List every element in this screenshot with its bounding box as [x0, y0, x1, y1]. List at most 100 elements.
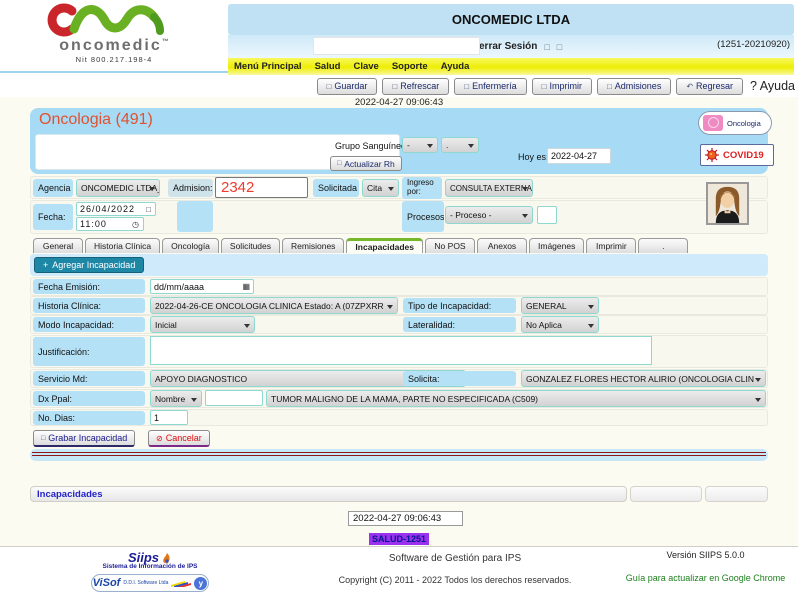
menu-item-clave[interactable]: Clave: [353, 61, 379, 72]
printer-icon: □: [541, 81, 547, 91]
add-strip: + Agregar Incapacidad: [30, 254, 768, 276]
oncomedic-logo-icon: [47, 3, 164, 37]
empty-cell: [630, 486, 702, 502]
fecha-label: Fecha:: [33, 204, 73, 230]
ingreso-select[interactable]: CONSULTA EXTERNA: [445, 179, 533, 197]
footer-divider: [0, 546, 798, 547]
siips-logo: Siips: [127, 550, 160, 565]
logo-block: oncomedic™ Nit 800.217.198-4: [0, 0, 228, 73]
oncologia-icon: [703, 115, 723, 131]
dx-mode-select[interactable]: Nombre: [150, 390, 202, 407]
justificacion-label: Justificación:: [33, 337, 145, 366]
proceso-code-input[interactable]: [537, 206, 557, 224]
admission-row: [30, 176, 768, 199]
patient-panel: Oncologia (491) Oncologia Grupo Sanguíne…: [30, 108, 774, 174]
dx-code-input[interactable]: [205, 390, 263, 406]
blood-group-select[interactable]: -: [402, 137, 438, 153]
footer-center: Software de Gestión para IPS Copyright (…: [295, 553, 615, 585]
calendar-icon[interactable]: ▦: [242, 282, 250, 291]
grabar-incapacidad-button[interactable]: □ Grabar Incapacidad: [33, 430, 136, 447]
agencia-label: Agencia: [33, 179, 73, 197]
justificacion-textarea[interactable]: [150, 336, 652, 365]
ayuda-link[interactable]: ? Ayuda: [750, 79, 795, 93]
tab-general[interactable]: General: [33, 238, 83, 253]
today-input[interactable]: 2022-04-27: [547, 148, 611, 164]
no-dias-label: No. Dias:: [33, 411, 145, 425]
tab-bar: General Historia Clínica Oncología Solic…: [33, 238, 761, 253]
tab-dot[interactable]: .: [638, 238, 689, 253]
lateralidad-select[interactable]: No Aplica: [521, 316, 599, 333]
tipo-incapacidad-select[interactable]: GENERAL: [521, 297, 599, 314]
tab-no-pos[interactable]: No POS: [425, 238, 476, 253]
virus-icon: [705, 148, 719, 162]
dx-ppal-label: Dx Ppal:: [33, 391, 145, 406]
calendar-icon[interactable]: □: [146, 204, 152, 214]
actualizar-rh-button[interactable]: □ Actualizar Rh: [330, 156, 402, 171]
session-icon-1[interactable]: □: [544, 41, 550, 52]
company-title: ONCOMEDIC LTDA: [228, 4, 794, 35]
empty-cell: [705, 486, 768, 502]
imprimir-button[interactable]: □ Imprimir: [531, 77, 592, 95]
blood-group-label: Grupo Sanguíneo: Rh: [335, 141, 423, 151]
menu-item-ayuda[interactable]: Ayuda: [440, 61, 470, 72]
main-menu: Menú Principal Salud Clave Soporte Ayuda: [228, 58, 794, 75]
fecha-emision-input[interactable]: dd/mm/aaaa ▦: [150, 279, 254, 294]
agregar-incapacidad-button[interactable]: + Agregar Incapacidad: [34, 257, 145, 273]
service-title: Oncologia (491): [39, 111, 153, 128]
tab-anexos[interactable]: Anexos: [477, 238, 528, 253]
tab-oncologia[interactable]: Oncología: [162, 238, 219, 253]
lateralidad-label: Lateralidad:: [403, 317, 516, 332]
solicita-select[interactable]: GONZALEZ FLORES HECTOR ALIRIO (ONCOLOGIA…: [521, 370, 766, 387]
regresar-button[interactable]: ↶ Regresar: [676, 77, 744, 95]
modo-incapacidad-select[interactable]: Inicial: [150, 316, 255, 333]
fecha-time-input[interactable]: 11:00 ◷: [76, 217, 144, 231]
tab-incapacidades[interactable]: Incapacidades: [346, 238, 424, 253]
session-bar: Cerrar Sesión □ □ (1251-20210920): [228, 35, 794, 58]
session-icon-2[interactable]: □: [556, 41, 563, 52]
tab-historia-clinica[interactable]: Historia Clínica: [85, 238, 161, 253]
status-timestamp-input[interactable]: 2022-04-27 09:06:43: [348, 511, 463, 526]
guardar-button[interactable]: □ Guardar: [316, 77, 378, 95]
admision-label: Admision:: [168, 179, 213, 197]
solicitada-select[interactable]: Cita: [362, 179, 399, 197]
build-number: (1251-20210920): [717, 39, 790, 50]
menu-item-salud[interactable]: Salud: [314, 61, 341, 72]
cancelar-button[interactable]: ⊘ Cancelar: [148, 430, 210, 447]
salud-badge: SALUD-1251: [368, 533, 430, 545]
clock-icon[interactable]: ◷: [132, 219, 140, 229]
procesos-label: Procesos: [402, 201, 444, 232]
visof-logo: ViSof D.D.I. Software Ltda y: [91, 574, 209, 592]
form-row: [30, 409, 768, 426]
oncologia-button[interactable]: Oncologia: [698, 111, 772, 135]
enfermeria-button[interactable]: □ Enfermería: [454, 77, 527, 95]
tipo-incapacidad-label: Tipo de Incapacidad:: [403, 298, 516, 313]
procesos-select[interactable]: - Proceso -: [445, 206, 533, 224]
tab-imprimir[interactable]: Imprimir: [586, 238, 637, 253]
no-dias-input[interactable]: 1: [150, 410, 188, 425]
refrescar-button[interactable]: □ Refrescar: [382, 77, 450, 95]
back-arrow-icon: ↶: [686, 81, 694, 91]
chrome-guide-link[interactable]: Guía para actualizar en Google Chrome: [625, 573, 786, 583]
modo-incapacidad-label: Modo Incapacidad:: [33, 317, 145, 332]
visof-stripes-icon: [171, 581, 192, 587]
dx-diagnosis-select[interactable]: TUMOR MALIGNO DE LA MAMA, PARTE NO ESPEC…: [266, 390, 766, 407]
blood-rh-select[interactable]: .: [441, 137, 479, 153]
tab-solicitudes[interactable]: Solicitudes: [220, 238, 281, 253]
historia-clinica-label: Historia Clínica:: [33, 298, 145, 313]
admision-input[interactable]: 2342: [215, 177, 308, 198]
close-session-button[interactable]: Cerrar Sesión: [471, 41, 538, 52]
menu-item-soporte[interactable]: Soporte: [391, 61, 428, 72]
fecha-date-input[interactable]: 26/04/2022 □: [76, 202, 156, 216]
quick-search-input[interactable]: [313, 37, 480, 55]
historia-clinica-select[interactable]: 2022-04-26-CE ONCOLOGIA CLINICA Estado: …: [150, 297, 398, 314]
section-divider: [30, 449, 768, 461]
covid19-button[interactable]: COVID19: [700, 144, 774, 166]
admisiones-button[interactable]: □ Admisiones: [596, 77, 672, 95]
tab-imagenes[interactable]: Imágenes: [529, 238, 585, 253]
menu-item-principal[interactable]: Menú Principal: [234, 61, 302, 72]
tab-remisiones[interactable]: Remisiones: [282, 238, 345, 253]
solicita-label: Solicita:: [403, 371, 516, 386]
footer-right: Versión SIIPS 5.0.0 Guía para actualizar…: [618, 550, 793, 583]
agencia-select[interactable]: ONCOMEDIC LTDA_0: [76, 179, 160, 197]
